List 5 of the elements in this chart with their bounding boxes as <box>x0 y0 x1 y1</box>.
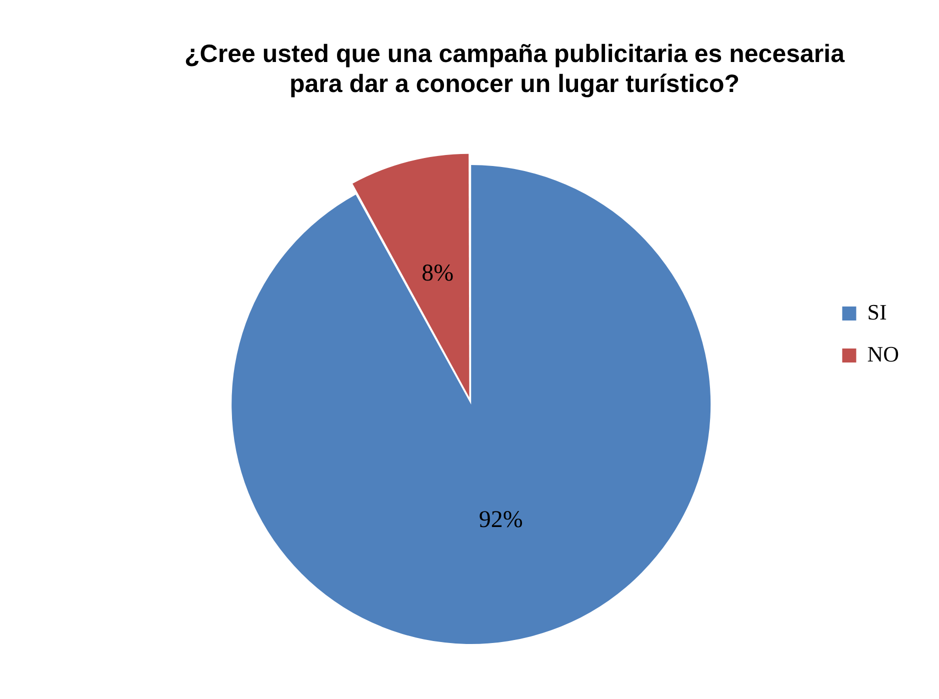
chart-title: ¿Cree usted que una campaña publicitaria es necesaria para dar a conocer un lugar turístico? <box>184 40 846 98</box>
legend-label: NO <box>867 341 900 366</box>
data-label: 8% <box>422 260 454 286</box>
legend-label: SI <box>867 299 887 324</box>
data-label: 92% <box>478 506 523 533</box>
